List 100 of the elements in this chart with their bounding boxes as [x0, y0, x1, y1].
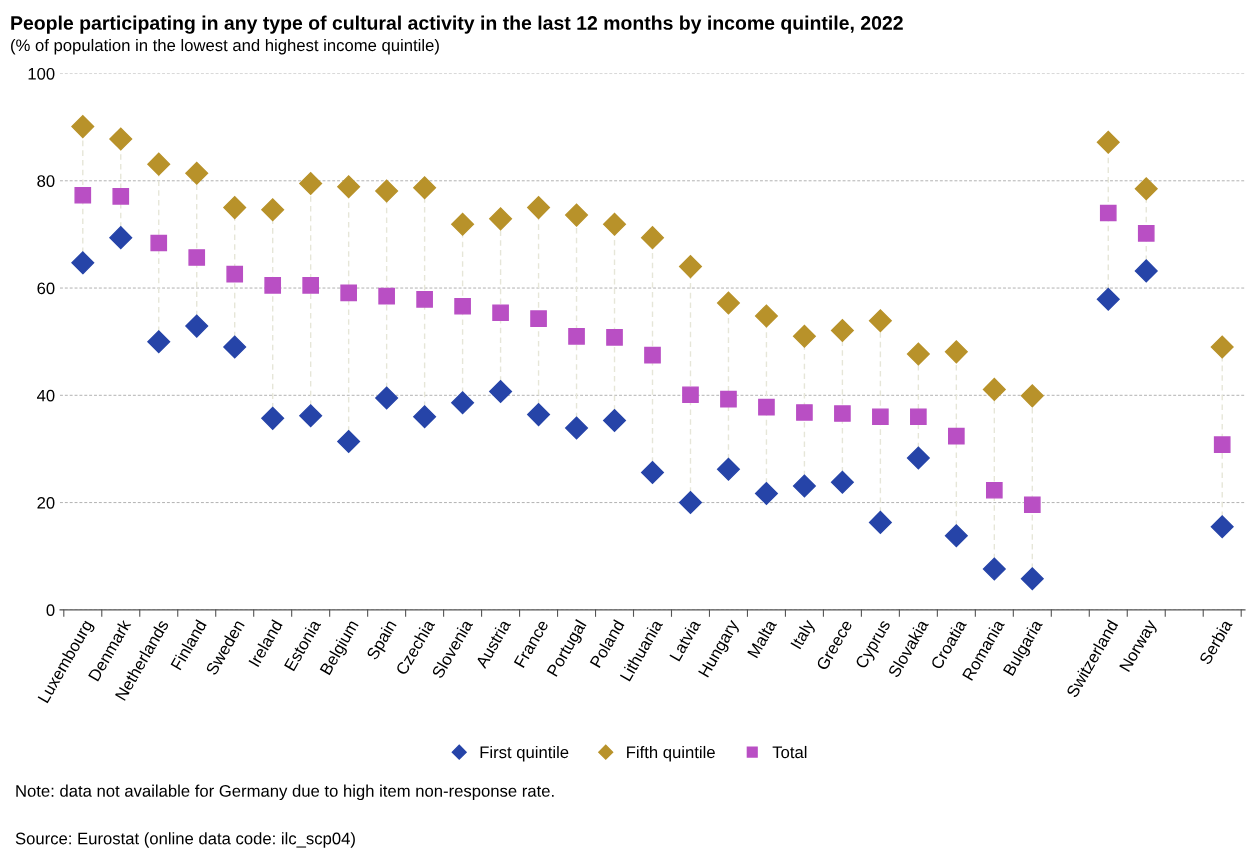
point: [565, 203, 589, 227]
point: [337, 175, 361, 199]
point: [1213, 436, 1231, 453]
point: [716, 457, 740, 481]
point: [261, 198, 285, 222]
point: [1020, 567, 1044, 591]
point: [982, 557, 1006, 581]
point: [985, 481, 1003, 499]
point: [565, 416, 589, 440]
point: [489, 380, 513, 404]
point: [603, 409, 627, 433]
point: [644, 346, 661, 364]
point: [147, 152, 171, 176]
chart-subtitle: (% of population in the lowest and highest income quintile): [11, 38, 439, 55]
source-note: Source: Eurostat (online data code: ilc_scp04): [15, 832, 355, 848]
point: [1134, 177, 1158, 201]
point: [796, 404, 813, 421]
point: [226, 265, 244, 283]
point: [758, 398, 775, 416]
point: [340, 284, 357, 302]
point: [910, 408, 927, 426]
point: [185, 161, 209, 185]
point: [1210, 515, 1234, 539]
point: [603, 212, 627, 236]
point: [223, 196, 247, 220]
point: [261, 406, 285, 430]
point: [378, 287, 395, 305]
point: [641, 461, 664, 485]
point: [150, 234, 168, 252]
legend-label: First quintile: [480, 745, 569, 762]
point: [944, 340, 968, 364]
point: [337, 429, 361, 453]
point: [678, 491, 702, 515]
point: [1210, 335, 1234, 359]
point: [606, 329, 623, 346]
point: [109, 127, 133, 151]
point: [754, 304, 778, 328]
point: [416, 290, 433, 308]
point: [147, 330, 171, 354]
point: [872, 408, 889, 426]
point: [834, 405, 851, 422]
point: [413, 405, 437, 429]
y-tick-label: 0: [46, 604, 55, 617]
point: [720, 390, 737, 408]
point: [830, 318, 854, 342]
point: [641, 226, 664, 250]
point: [489, 207, 513, 231]
point: [944, 524, 968, 548]
y-tick-label: 20: [37, 496, 55, 509]
legend-label: Fifth quintile: [627, 745, 715, 762]
point: [527, 403, 551, 427]
point: [1096, 287, 1120, 311]
point: [451, 212, 475, 236]
point: [71, 251, 95, 275]
point: [1023, 496, 1041, 514]
point: [413, 176, 437, 200]
point: [568, 327, 585, 345]
point: [906, 342, 930, 366]
text: Note: data not available for Germany due to high item non-response rate.: [16, 784, 554, 801]
y-tick-label: 100: [28, 67, 55, 80]
point: [1020, 384, 1044, 408]
legend-label: Total: [772, 745, 807, 759]
point: [299, 171, 323, 195]
point: [948, 427, 965, 445]
y-tick-label: 80: [37, 175, 55, 187]
point: [830, 470, 854, 494]
point: [299, 404, 323, 428]
point: [716, 291, 740, 315]
point: [1096, 130, 1120, 154]
point: [792, 324, 816, 348]
point: [1134, 259, 1158, 283]
point: [454, 297, 471, 315]
point: [223, 335, 247, 359]
point: [451, 391, 475, 415]
point: [264, 277, 282, 294]
point: [906, 446, 930, 470]
point: [74, 186, 92, 204]
point: [188, 249, 206, 266]
point: [109, 226, 133, 250]
chart-title: People participating in any type of cultural activity in the last 12 months by income quintile, 2022: [11, 15, 903, 34]
point: [530, 310, 547, 327]
point: [982, 377, 1006, 401]
point: [112, 188, 130, 205]
y-tick-label: 60: [37, 282, 55, 295]
point: [792, 474, 816, 498]
point: [1099, 204, 1117, 222]
point: [492, 304, 509, 322]
point: [754, 481, 778, 505]
point: [682, 386, 699, 404]
point: [868, 510, 892, 534]
y-tick-label: 40: [36, 389, 55, 402]
point: [375, 386, 399, 410]
point: [375, 179, 399, 203]
point: [302, 277, 320, 294]
point: [71, 115, 95, 139]
point: [1137, 225, 1155, 242]
point: [527, 196, 551, 220]
point: [678, 255, 702, 279]
point: [868, 309, 892, 333]
point: [185, 314, 209, 338]
